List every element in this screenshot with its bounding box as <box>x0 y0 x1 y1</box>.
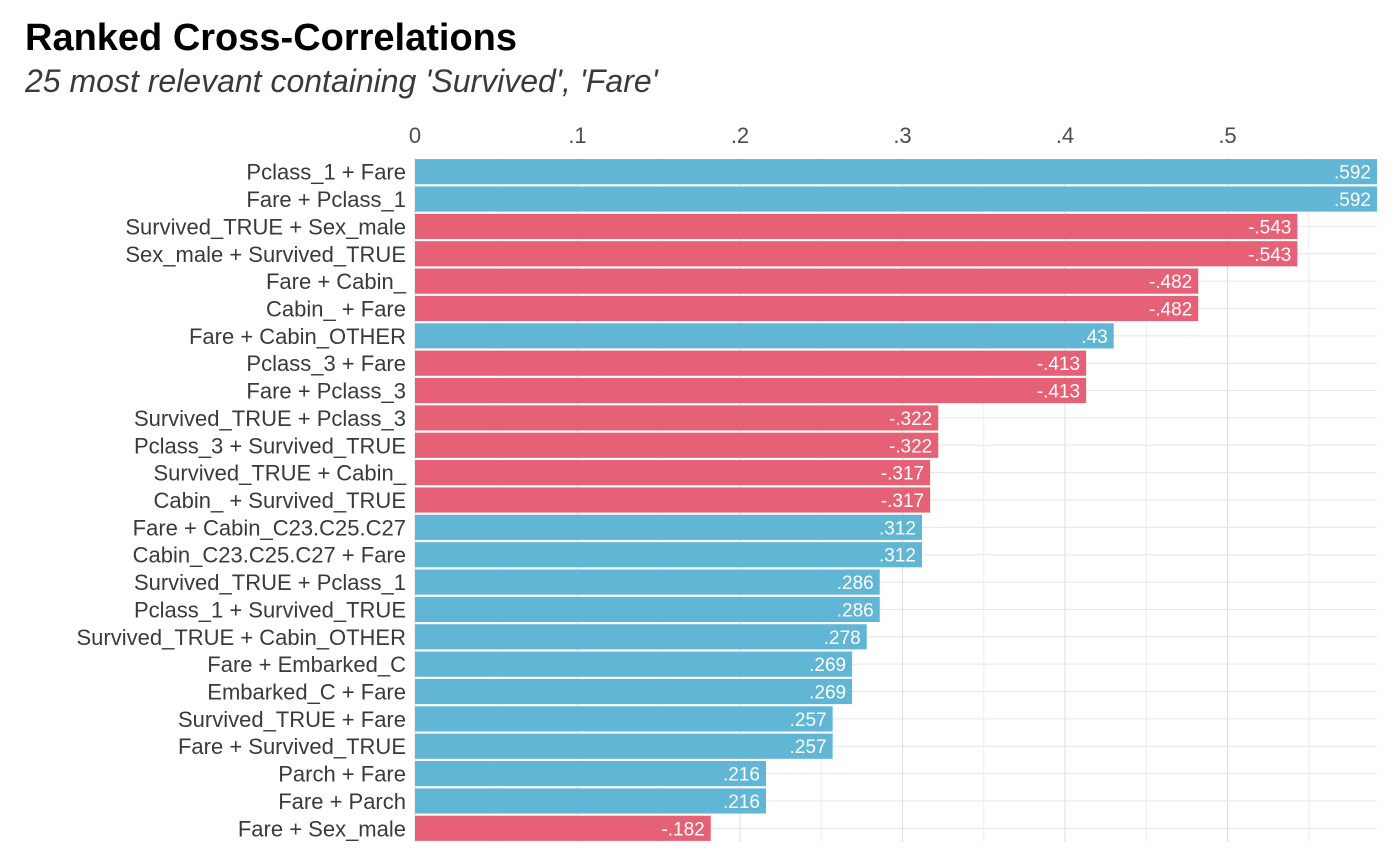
chart-title: Ranked Cross-Correlations <box>25 17 518 59</box>
bar-value-label: .43 <box>1081 327 1107 348</box>
bar-value-label: -.413 <box>1037 382 1080 403</box>
bar <box>415 706 833 732</box>
bar-value-label: -.482 <box>1149 299 1192 320</box>
category-label: Embarked_C + Fare <box>207 680 406 705</box>
bar-value-label: .257 <box>790 710 827 731</box>
bar <box>415 678 853 705</box>
bar-value-label: .286 <box>837 573 874 594</box>
bar <box>415 651 853 677</box>
bar-value-label: -.317 <box>881 491 924 512</box>
bar <box>415 405 939 431</box>
category-label: Fare + Parch <box>278 789 406 814</box>
category-label: Survived_TRUE + Cabin_ <box>153 461 406 486</box>
bar-value-label: .312 <box>879 546 916 567</box>
bar-value-label: -.543 <box>1248 217 1291 238</box>
bar <box>415 815 711 841</box>
category-label: Survived_TRUE + Pclass_1 <box>134 570 406 595</box>
category-label: Pclass_3 + Fare <box>246 351 406 376</box>
bar <box>415 514 922 540</box>
bar-value-label: .216 <box>723 765 760 786</box>
category-label: Pclass_1 + Survived_TRUE <box>134 597 406 622</box>
x-tick-label: 0 <box>409 123 421 148</box>
category-label: Fare + Survived_TRUE <box>178 734 406 759</box>
category-label: Fare + Pclass_1 <box>246 187 406 212</box>
category-label: Fare + Pclass_3 <box>246 379 406 404</box>
category-label: Cabin_C23.C25.C27 + Fare <box>133 543 406 568</box>
category-label: Survived_TRUE + Fare <box>178 707 406 732</box>
bar <box>415 624 867 650</box>
bar <box>415 487 931 513</box>
x-tick-label: .5 <box>1218 123 1236 148</box>
bar <box>415 788 766 814</box>
bar <box>415 213 1298 239</box>
x-tick-label: .3 <box>893 123 911 148</box>
bar-value-label: -.413 <box>1037 354 1080 375</box>
bar <box>415 186 1377 212</box>
bar-value-label: .257 <box>790 737 827 758</box>
bar <box>415 460 931 486</box>
bar-value-label: -.322 <box>889 436 932 457</box>
x-tick-label: .1 <box>568 123 586 148</box>
bar-value-label: -.182 <box>661 819 704 840</box>
bar-value-label: .312 <box>879 518 916 539</box>
category-label: Survived_TRUE + Cabin_OTHER <box>76 625 406 650</box>
bar-value-label: .269 <box>809 655 846 676</box>
bar <box>415 159 1377 185</box>
bar <box>415 542 922 568</box>
bar-value-label: .592 <box>1334 190 1371 211</box>
category-label: Sex_male + Survived_TRUE <box>125 242 406 267</box>
x-tick-label: .4 <box>1056 123 1074 148</box>
bar-value-label: .216 <box>723 792 760 813</box>
bar <box>415 596 880 623</box>
x-axis-ticks: 0 .1 .2 .3 .4 .5 <box>409 123 1237 148</box>
bar <box>415 268 1199 294</box>
category-label: Pclass_3 + Survived_TRUE <box>134 433 406 458</box>
category-label: Fare + Cabin_OTHER <box>189 324 406 349</box>
bar <box>415 569 880 595</box>
bar <box>415 323 1114 349</box>
bar <box>415 733 833 759</box>
category-label: Survived_TRUE + Sex_male <box>125 214 406 239</box>
bar-value-label: .592 <box>1334 163 1371 184</box>
bar <box>415 350 1087 376</box>
category-label: Parch + Fare <box>278 762 406 787</box>
category-label: Survived_TRUE + Pclass_3 <box>134 406 406 431</box>
category-label: Fare + Sex_male <box>238 816 406 841</box>
bars: .592.592-.543-.543-.482-.482.43-.413-.41… <box>415 159 1377 841</box>
bar <box>415 241 1298 267</box>
bar-value-label: -.317 <box>881 464 924 485</box>
bar <box>415 295 1199 322</box>
category-label: Pclass_1 + Fare <box>246 160 406 185</box>
category-label: Cabin_ + Survived_TRUE <box>153 488 406 513</box>
category-label: Fare + Embarked_C <box>207 652 406 677</box>
bar <box>415 432 939 458</box>
bar-value-label: -.543 <box>1248 245 1291 266</box>
bar-value-label: .269 <box>809 683 846 704</box>
bar-value-label: -.322 <box>889 409 932 430</box>
bar-value-label: .278 <box>824 628 861 649</box>
bar <box>415 377 1087 404</box>
bar-value-label: .286 <box>837 600 874 621</box>
category-label: Fare + Cabin_C23.C25.C27 <box>133 515 406 540</box>
category-label: Fare + Cabin_ <box>266 269 407 294</box>
chart-subtitle: 25 most relevant containing 'Survived', … <box>25 63 658 99</box>
bar-value-label: -.482 <box>1149 272 1192 293</box>
category-label: Cabin_ + Fare <box>266 296 406 321</box>
bar <box>415 761 766 787</box>
x-tick-label: .2 <box>731 123 749 148</box>
